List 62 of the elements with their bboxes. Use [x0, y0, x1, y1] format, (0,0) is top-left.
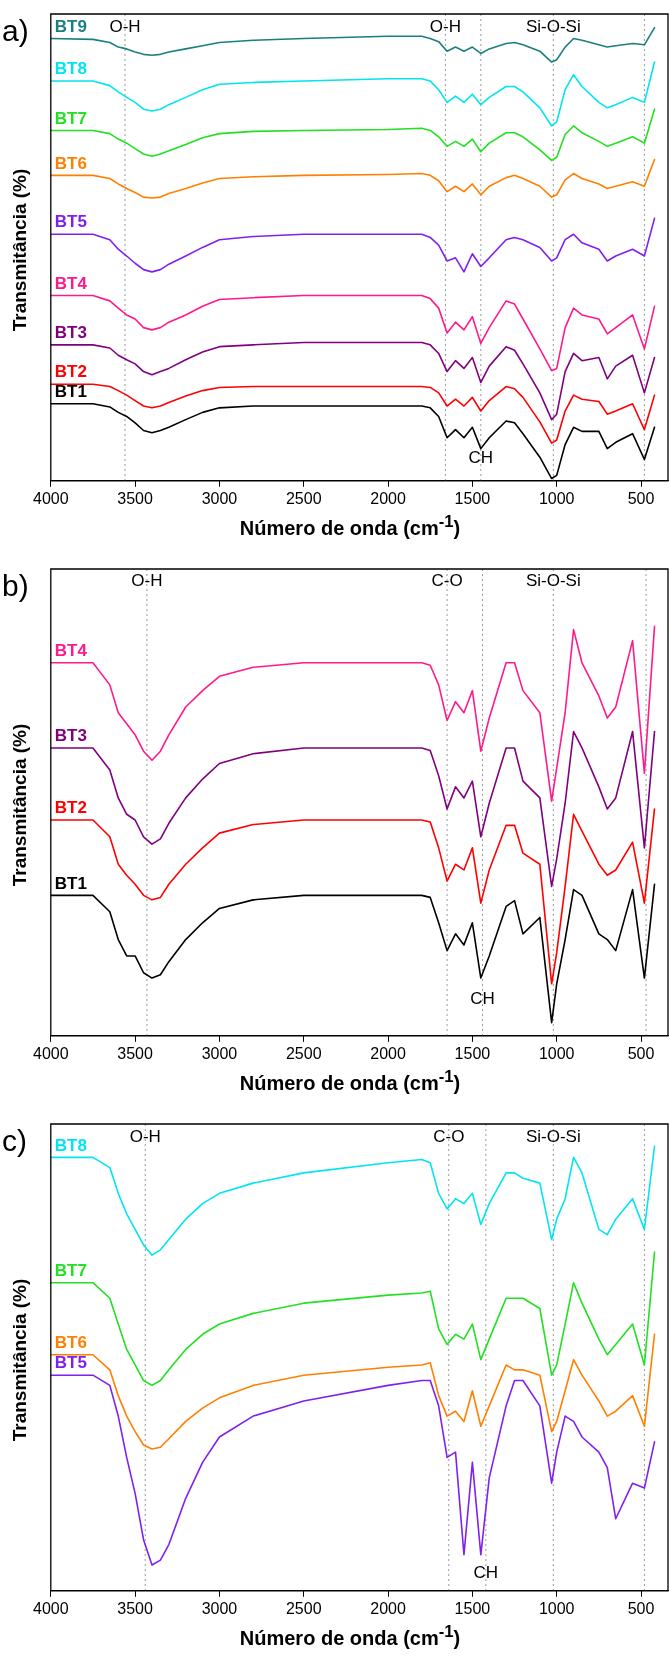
series-label: BT5: [54, 1353, 87, 1373]
x-tick-label: 4000: [33, 1044, 69, 1062]
x-tick-label: 3500: [117, 1044, 154, 1062]
annotation: CH: [470, 988, 495, 1008]
annotation: CH: [473, 1562, 499, 1582]
x-axis-title: Número de onda (cm$^{-1}$): [238, 1622, 462, 1650]
annotation: C-O: [431, 570, 463, 590]
x-tick-label: 2500: [285, 489, 322, 507]
series-label: BT3: [54, 726, 87, 746]
x-axis-title: Número de onda (cm$^{-1}$): [238, 1067, 462, 1095]
x-tick-label: 2500: [285, 1599, 322, 1617]
annotation: O-H: [429, 17, 461, 37]
y-axis-title: Transmitância (%): [9, 723, 31, 887]
x-tick-label: 1500: [454, 1599, 491, 1617]
series-label: BT2: [54, 798, 87, 818]
series-label: BT4: [54, 640, 88, 660]
y-axis-title: Transmitância (%): [9, 1278, 31, 1442]
x-tick-label: 500: [627, 1599, 655, 1617]
series-label: BT1: [54, 873, 87, 893]
annotation: Si-O-Si: [525, 570, 581, 590]
annotation: O-H: [129, 1127, 161, 1147]
y-axis-title: Transmitância (%): [9, 168, 31, 332]
annotation: Si-O-Si: [525, 17, 581, 37]
chart-title: b): [2, 569, 29, 603]
annotation: C-O: [433, 1127, 465, 1147]
x-tick-label: 500: [627, 489, 655, 507]
series-label: BT8: [54, 59, 87, 79]
x-tick-label: 2000: [370, 489, 406, 507]
annotation: O-H: [109, 17, 141, 37]
x-tick-label: 1000: [538, 489, 575, 507]
x-tick-label: 3500: [117, 1599, 154, 1617]
series-label: BT5: [54, 212, 87, 232]
chart-title: a): [2, 14, 29, 48]
series-label: BT9: [54, 16, 87, 36]
x-tick-label: 3000: [201, 489, 238, 507]
series-label: BT6: [54, 153, 87, 173]
series-label: BT8: [54, 1135, 87, 1155]
x-tick-label: 3500: [117, 489, 154, 507]
annotation: CH: [468, 447, 494, 467]
x-tick-label: 3000: [201, 1599, 238, 1617]
series-label: BT4: [54, 273, 88, 293]
x-tick-label: 1000: [538, 1044, 575, 1062]
x-tick-label: 1000: [538, 1599, 575, 1617]
x-axis-title: Número de onda (cm$^{-1}$): [238, 512, 462, 540]
x-tick-label: 500: [627, 1044, 655, 1062]
x-tick-label: 2000: [370, 1599, 406, 1617]
series-label: BT7: [54, 108, 87, 128]
series-label: BT6: [54, 1332, 87, 1352]
chart-title: c): [2, 1124, 27, 1158]
x-tick-label: 1500: [454, 489, 491, 507]
annotation: Si-O-Si: [525, 1127, 581, 1147]
x-tick-label: 4000: [33, 489, 69, 507]
x-tick-label: 2000: [370, 1044, 406, 1062]
x-tick-label: 1500: [454, 1044, 491, 1062]
annotation: O-H: [131, 570, 163, 590]
x-tick-label: 3000: [201, 1044, 238, 1062]
series-label: BT3: [54, 323, 87, 343]
x-tick-label: 2500: [285, 1044, 322, 1062]
series-label: BT7: [54, 1260, 87, 1280]
series-label: BT2: [54, 362, 87, 382]
x-tick-label: 4000: [33, 1599, 69, 1617]
series-label: BT1: [54, 381, 87, 401]
